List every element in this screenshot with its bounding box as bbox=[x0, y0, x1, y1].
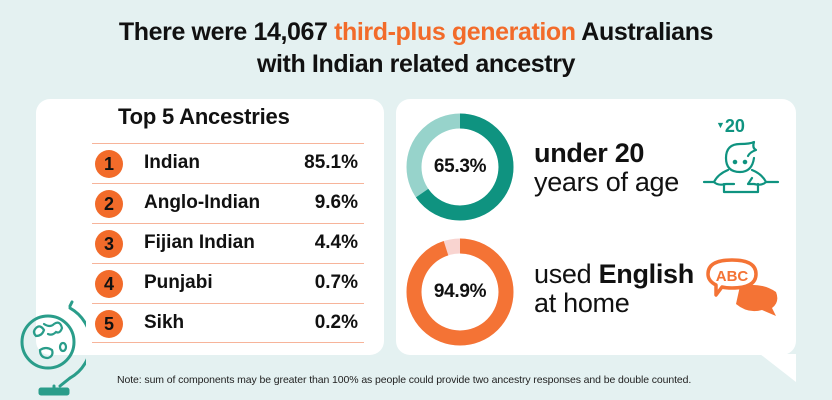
title-highlight: third-plus generation bbox=[334, 18, 576, 46]
ancestries-card bbox=[36, 99, 384, 355]
english-percent-label: 94.9% bbox=[433, 281, 487, 302]
age-donut-ring bbox=[406, 113, 514, 221]
speech-tail-shape bbox=[760, 354, 796, 382]
ancestry-row: 3 Fijian Indian 4.4% bbox=[92, 223, 364, 263]
ancestry-name: Fijian Indian bbox=[144, 232, 255, 253]
speech-bubble-text: ABC bbox=[716, 268, 749, 285]
ancestry-name: Anglo-Indian bbox=[144, 192, 261, 213]
ancestry-percent: 0.2% bbox=[314, 312, 358, 333]
ancestries-title: Top 5 Ancestries bbox=[118, 104, 290, 129]
english-donut-chart: 94.9% bbox=[406, 238, 514, 346]
page-title: There were 14,067 third-plus generation … bbox=[0, 16, 832, 80]
ancestry-row: 4 Punjabi 0.7% bbox=[92, 263, 364, 303]
ancestry-percent: 0.7% bbox=[314, 272, 358, 293]
english-stat-text: used English at home bbox=[534, 260, 694, 318]
stats-card bbox=[396, 99, 796, 355]
ancestry-row: 2 Anglo-Indian 9.6% bbox=[92, 183, 364, 223]
child-icon bbox=[702, 140, 780, 194]
ancestry-name: Indian bbox=[144, 152, 200, 173]
age-donut-chart: 65.3% bbox=[406, 113, 514, 221]
speech-bubble-icon: ABC bbox=[706, 258, 778, 316]
ancestry-percent: 9.6% bbox=[314, 192, 358, 213]
english-stat-line2: at home bbox=[534, 288, 630, 318]
ancestry-name: Punjabi bbox=[144, 272, 213, 293]
english-stat-line1: used English bbox=[534, 259, 694, 289]
rank-badge: 2 bbox=[95, 190, 123, 218]
age-stat-line1: under 20 bbox=[534, 138, 645, 168]
globe-icon bbox=[20, 300, 86, 396]
rank-badge: 3 bbox=[95, 230, 123, 258]
english-donut-ring bbox=[406, 238, 514, 346]
ancestry-name: Sikh bbox=[144, 312, 185, 333]
ancestry-row: 1 Indian 85.1% bbox=[92, 143, 364, 183]
ancestry-row: 5 Sikh 0.2% bbox=[92, 303, 364, 343]
age-stat-line2: years of age bbox=[534, 167, 679, 197]
age-percent-label: 65.3% bbox=[433, 156, 487, 177]
title-line-1: There were 14,067 third-plus generation … bbox=[118, 18, 714, 46]
footnote: Note: sum of components may be greater t… bbox=[117, 374, 692, 386]
rank-badge: 5 bbox=[95, 310, 123, 338]
rank-badge: 1 bbox=[95, 150, 123, 178]
ancestry-percent: 85.1% bbox=[304, 152, 358, 173]
title-line-2: with Indian related ancestry bbox=[256, 50, 576, 78]
rank-badge: 4 bbox=[95, 270, 123, 298]
age-icon-label: ▼20 bbox=[716, 116, 745, 136]
age-stat-text: under 20 years of age bbox=[534, 139, 679, 197]
ancestry-percent: 4.4% bbox=[314, 232, 358, 253]
